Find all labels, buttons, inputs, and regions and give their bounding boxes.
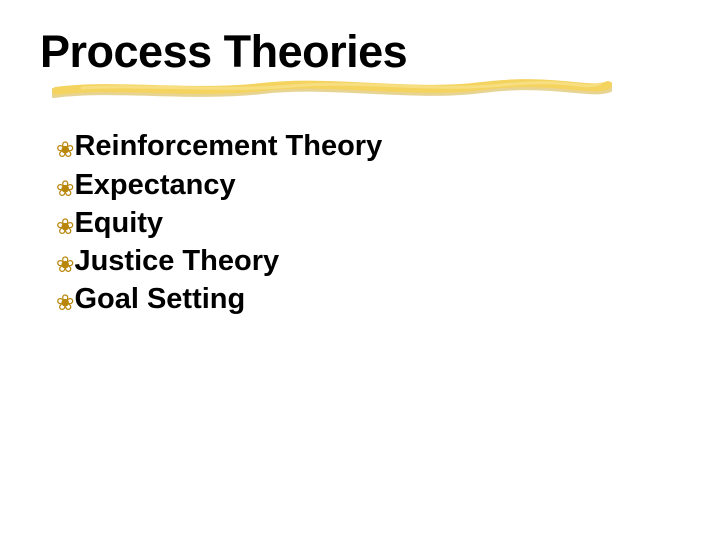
bullet-label: Expectancy	[74, 166, 235, 204]
bullet-label: Reinforcement Theory	[74, 127, 382, 165]
list-item: ❀ Expectancy	[56, 166, 680, 204]
flower-bullet-icon: ❀	[56, 139, 74, 161]
flower-bullet-icon: ❀	[56, 254, 74, 276]
slide: Process Theories ❀ Reinforcement Theory …	[0, 0, 720, 540]
list-item: ❀ Equity	[56, 204, 680, 242]
bullet-list: ❀ Reinforcement Theory ❀ Expectancy ❀ Eq…	[56, 127, 680, 318]
list-item: ❀ Goal Setting	[56, 280, 680, 318]
slide-title: Process Theories	[40, 28, 680, 75]
bullet-label: Goal Setting	[74, 280, 245, 318]
flower-bullet-icon: ❀	[56, 216, 74, 238]
title-underline	[52, 79, 612, 99]
flower-bullet-icon: ❀	[56, 292, 74, 314]
flower-bullet-icon: ❀	[56, 178, 74, 200]
list-item: ❀ Justice Theory	[56, 242, 680, 280]
bullet-label: Equity	[74, 204, 163, 242]
bullet-label: Justice Theory	[74, 242, 279, 280]
brush-stroke-icon	[52, 79, 612, 101]
list-item: ❀ Reinforcement Theory	[56, 127, 680, 165]
